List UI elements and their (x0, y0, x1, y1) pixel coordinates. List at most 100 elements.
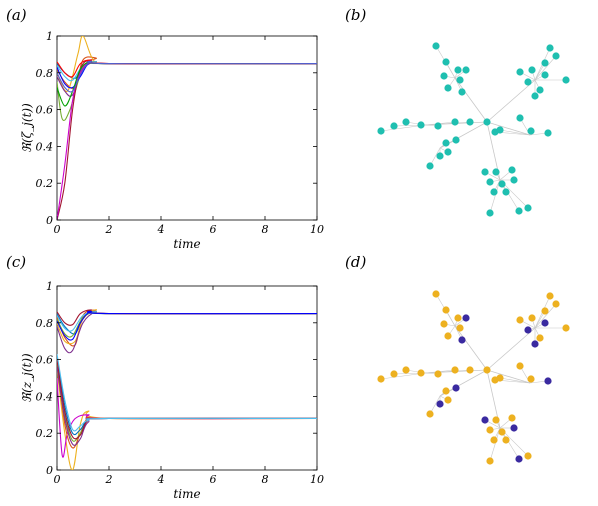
network-node-d-23 (451, 366, 459, 374)
edge-b-1-1 (534, 55, 557, 81)
network-node-b-9 (552, 52, 560, 60)
edge-d-4-8 (489, 427, 501, 462)
panel-label-d: (d) (345, 253, 366, 271)
series-group-c (57, 309, 317, 470)
network-node-d-1 (442, 306, 450, 314)
network-node-b-32 (508, 166, 516, 174)
network-node-b-14 (562, 76, 570, 84)
network-node-b-34 (498, 180, 506, 188)
network-node-d-28 (452, 384, 460, 392)
edges-b (380, 45, 566, 214)
y-tick-label-c-0: 0 (46, 464, 53, 477)
network-node-b-33 (486, 178, 494, 186)
network-node-b-0 (432, 42, 440, 50)
edge-hub-d-1 (486, 327, 536, 371)
series-line-c-7 (57, 310, 317, 341)
series-line-c-10 (57, 359, 317, 449)
x-axis-label-a: time (173, 237, 200, 251)
network-node-d-2 (454, 314, 462, 322)
network-node-b-20 (402, 118, 410, 126)
network-node-d-29 (444, 396, 452, 404)
y-tick-label-c-5: 1 (46, 280, 53, 293)
series-line-a-6 (57, 59, 317, 220)
edge-hub-d-0 (454, 325, 488, 371)
plot-frame-a (56, 35, 318, 221)
edge-hub-b-0 (454, 77, 488, 123)
network-node-b-3 (462, 66, 470, 74)
network-node-b-30 (481, 168, 489, 176)
x-axis-label-c: time (173, 487, 200, 501)
panel-label-b: (b) (345, 6, 366, 24)
network-node-b-27 (442, 139, 450, 147)
x-tick-label-c-5: 10 (310, 473, 324, 486)
network-node-d-4 (440, 320, 448, 328)
x-tick-label-a-2: 4 (157, 223, 165, 236)
network-node-d-7 (458, 336, 466, 344)
y-tick-label-c-3: 0.6 (36, 354, 54, 367)
network-node-d-33 (486, 426, 494, 434)
network-node-b-4 (440, 72, 448, 80)
series-group-a (57, 36, 317, 220)
network-node-d-15 (524, 326, 532, 334)
network-node-b-31 (492, 168, 500, 176)
network-node-d-17 (531, 340, 539, 348)
network-node-d-8 (546, 292, 554, 300)
network-node-b-41 (527, 127, 535, 135)
network-node-b-35 (510, 176, 518, 184)
series-line-a-3 (57, 61, 317, 97)
series-line-a-11 (57, 60, 317, 93)
series-line-c-11 (57, 363, 317, 442)
network-node-d-11 (516, 316, 524, 324)
y-axis-label-c: ℜ(z_j(t)) (20, 353, 34, 403)
network-node-d-24 (466, 366, 474, 374)
y-tick-label-a-4: 0.8 (36, 67, 54, 80)
network-node-b-7 (458, 88, 466, 96)
network-node-d-32 (508, 414, 516, 422)
series-line-c-9 (57, 377, 317, 458)
edge-b-2-6 (424, 121, 471, 126)
network-node-b-19 (390, 122, 398, 130)
edge-hub-d-5 (486, 369, 531, 384)
series-line-a-5 (57, 61, 317, 82)
network-node-d-36 (490, 436, 498, 444)
chart-a: 0 2 4 6 8 10 0 0.2 0.4 0.6 0.8 1 time ℜ(ζ_j(t)) (20, 30, 324, 251)
network-node-d-16 (536, 334, 544, 342)
network-node-b-21 (417, 121, 425, 129)
network-node-d-19 (390, 370, 398, 378)
edges-d (380, 293, 566, 462)
series-line-c-15 (57, 353, 317, 432)
network-node-d-22 (434, 370, 442, 378)
series-line-a-4 (57, 61, 317, 122)
y-tick-label-c-4: 0.8 (36, 317, 54, 330)
panel-label-a: (a) (6, 6, 27, 24)
network-node-d-20 (402, 366, 410, 374)
series-line-a-9 (57, 61, 317, 107)
network-node-d-5 (456, 324, 464, 332)
network-node-d-45 (516, 362, 524, 370)
y-tick-label-a-0: 0 (46, 214, 53, 227)
network-node-d-34 (498, 428, 506, 436)
network-node-b-5 (456, 76, 464, 84)
network-node-d-40 (524, 452, 532, 460)
x-tick-label-a-3: 6 (210, 223, 217, 236)
network-b (377, 42, 570, 217)
network-node-b-37 (502, 188, 510, 196)
network-node-b-10 (541, 59, 549, 67)
y-tick-label-a-5: 1 (46, 30, 53, 43)
network-node-b-15 (524, 78, 532, 86)
network-node-b-28 (452, 136, 460, 144)
network-hub-b (483, 118, 491, 126)
network-node-b-26 (436, 152, 444, 160)
network-node-b-25 (426, 162, 434, 170)
series-line-c-14 (57, 359, 317, 440)
edge-hub-b-1 (486, 79, 536, 123)
network-d (377, 290, 570, 465)
network-node-b-36 (490, 188, 498, 196)
x-tick-label-c-0: 0 (54, 473, 61, 486)
network-node-b-6 (444, 84, 452, 92)
network-node-b-40 (524, 204, 532, 212)
network-node-d-12 (528, 314, 536, 322)
network-node-b-39 (515, 207, 523, 215)
network-node-d-44 (496, 374, 504, 382)
